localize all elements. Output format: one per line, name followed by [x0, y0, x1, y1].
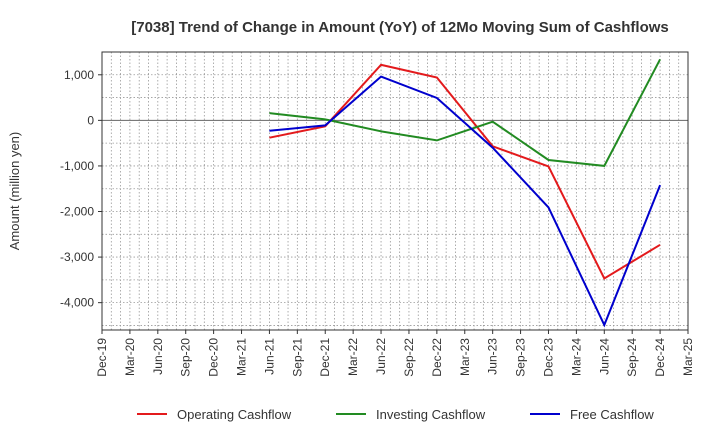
y-axis-label: Amount (million yen)	[7, 132, 22, 251]
x-tick-label: Mar-22	[346, 338, 360, 376]
series-line-free-cashflow	[269, 75, 662, 328]
x-tick-label: Dec-23	[541, 338, 555, 377]
x-tick-label: Mar-20	[123, 338, 137, 376]
series-group	[269, 58, 662, 328]
y-tick-label: 0	[87, 113, 94, 127]
x-tick-label: Sep-24	[625, 338, 639, 377]
x-tick-label: Mar-21	[235, 338, 249, 376]
x-tick-label: Sep-20	[179, 338, 193, 377]
y-tick-label: -3,000	[60, 250, 94, 264]
x-tick-label: Dec-19	[95, 338, 109, 377]
x-tick-label: Jun-21	[262, 338, 276, 375]
x-tick-label: Mar-24	[569, 338, 583, 376]
series-line-investing-cashflow	[269, 58, 661, 167]
y-axis: 1,000 0 -1,000 -2,000 -3,000 -4,000	[60, 68, 102, 310]
x-tick-label: Jun-23	[486, 338, 500, 375]
legend-label-operating-cashflow: Operating Cashflow	[177, 407, 292, 422]
plot-border	[101, 51, 689, 331]
plot-frame	[101, 51, 689, 331]
x-tick-label: Jun-22	[374, 338, 388, 375]
x-tick-label: Mar-25	[681, 338, 695, 376]
x-tick-label: Dec-20	[207, 338, 221, 377]
legend-label-free-cashflow: Free Cashflow	[570, 407, 654, 422]
y-tick-label: -1,000	[60, 159, 94, 173]
chart-title: [7038] Trend of Change in Amount (YoY) o…	[131, 19, 669, 36]
grid	[102, 52, 688, 330]
x-tick-label: Dec-21	[318, 338, 332, 377]
x-tick-label: Jun-20	[151, 338, 165, 375]
x-tick-label: Sep-21	[290, 338, 304, 377]
x-tick-label: Jun-24	[597, 338, 611, 375]
x-axis: Dec-19 Mar-20 Jun-20 Sep-20 Dec-20 Mar-21 Jun-…	[95, 330, 695, 377]
y-tick-label: -4,000	[60, 296, 94, 310]
x-tick-label: Sep-23	[514, 338, 528, 377]
x-tick-label: Sep-22	[402, 338, 416, 377]
x-tick-label: Mar-23	[458, 338, 472, 376]
y-tick-label: -2,000	[60, 205, 94, 219]
legend: Operating Cashflow Investing Cashflow Free…	[137, 407, 654, 422]
y-tick-label: 1,000	[64, 68, 94, 82]
x-tick-label: Dec-24	[653, 338, 667, 377]
x-tick-label: Dec-22	[430, 338, 444, 377]
legend-label-investing-cashflow: Investing Cashflow	[376, 407, 486, 422]
